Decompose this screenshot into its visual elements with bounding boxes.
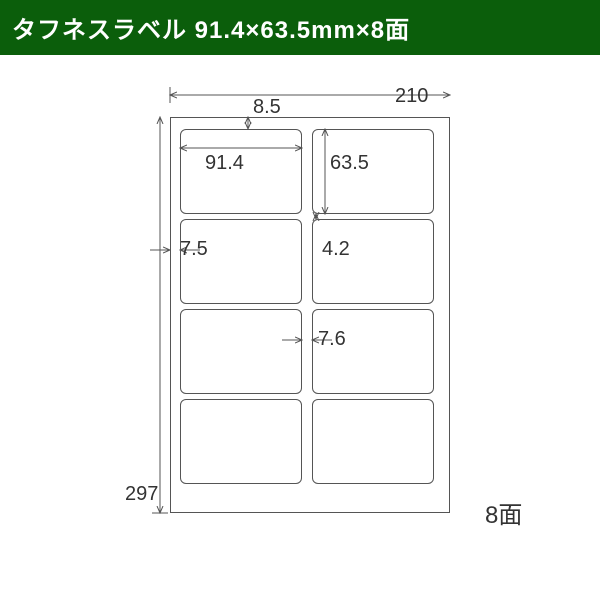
header-title: タフネスラベル 91.4×63.5mm×8面 <box>12 17 410 44</box>
label-cell <box>312 399 434 484</box>
label-cell <box>312 309 434 394</box>
faces-label: 8面 <box>485 495 522 530</box>
header-bar: タフネスラベル 91.4×63.5mm×8面 <box>0 0 600 55</box>
dim-left-margin: 7.5 <box>180 238 208 261</box>
dim-cell-width: 91.4 <box>205 152 244 175</box>
dim-cell-height: 63.5 <box>330 152 369 175</box>
dim-top-margin: 8.5 <box>253 96 281 119</box>
label-cell <box>312 219 434 304</box>
label-cell <box>180 219 302 304</box>
dim-v-gap: 4.2 <box>322 238 350 261</box>
label-cell <box>180 309 302 394</box>
dim-sheet-width: 210 <box>395 85 428 108</box>
diagram-area: 210 8.5 91.4 63.5 7.5 4.2 7.6 297 8面 <box>0 55 600 603</box>
dim-h-gap: 7.6 <box>318 328 346 351</box>
dim-sheet-height: 297 <box>125 483 158 506</box>
label-cell <box>180 399 302 484</box>
